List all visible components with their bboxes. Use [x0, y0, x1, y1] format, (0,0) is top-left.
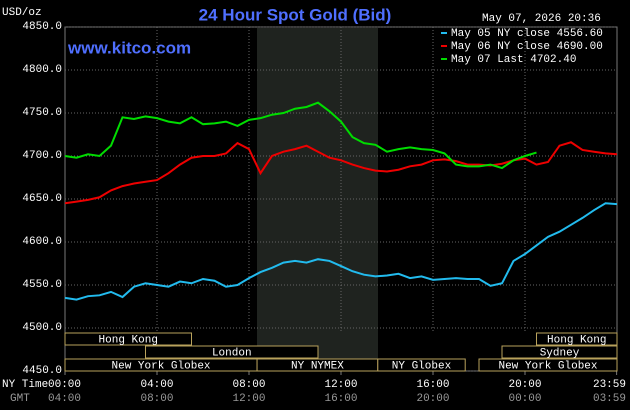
y-tick-label: 4550.0: [22, 279, 62, 291]
session-bar: [145, 345, 319, 359]
x-row-label: NY Time: [2, 379, 48, 391]
session-label: Hong Kong: [99, 334, 158, 346]
gmt-tick-label: 12:00: [232, 393, 265, 405]
session-bar: [536, 332, 618, 346]
session-label: Sydney: [540, 347, 580, 359]
chart-title: 24 Hour Spot Gold (Bid): [199, 5, 392, 24]
y-tick-label: 4850.0: [22, 21, 62, 33]
session-bar: [64, 332, 192, 346]
timestamp: May 07, 2026 20:36: [482, 13, 601, 25]
gmt-tick-label: 20:00: [416, 393, 449, 405]
y-unit: USD/oz: [2, 7, 42, 19]
gmt-tick-label: 16:00: [324, 393, 357, 405]
gmt-tick-label: 08:00: [140, 393, 173, 405]
session-label: New York Globex: [498, 360, 597, 372]
y-tick-label: 4700.0: [22, 150, 62, 162]
y-tick-label: 4500.0: [22, 322, 62, 334]
gmt-tick-label: 03:59: [593, 393, 626, 405]
x-tick-label: 16:00: [416, 379, 449, 391]
x-tick-label: 00:00: [48, 379, 81, 391]
price-line: [64, 202, 618, 301]
gmt-tick-label: 00:00: [508, 393, 541, 405]
y-tick-label: 4450.0: [22, 365, 62, 377]
session-label: London: [212, 347, 252, 359]
x-tick-label: 08:00: [232, 379, 265, 391]
y-tick-label: 4650.0: [22, 193, 62, 205]
session-label: New York Globex: [112, 360, 211, 372]
session-label: NY Globex: [392, 360, 452, 372]
y-tick-label: 4750.0: [22, 107, 62, 119]
price-line: [64, 101, 537, 170]
x-tick-label: 23:59: [593, 379, 626, 391]
price-line: [64, 141, 618, 205]
site-label: www.kitco.com: [67, 38, 191, 57]
session-label: Hong Kong: [547, 334, 606, 346]
y-tick-label: 4600.0: [22, 236, 62, 248]
y-tick-label: 4800.0: [22, 64, 62, 76]
x-tick-label: 20:00: [508, 379, 541, 391]
session-bar: [501, 345, 618, 359]
x-tick-label: 12:00: [324, 379, 357, 391]
session-label: NY NYMEX: [291, 360, 344, 372]
x-tick-label: 04:00: [140, 379, 173, 391]
session-bar: [377, 358, 466, 372]
legend-entry: May 05 NY close 4556.60: [451, 28, 603, 40]
gmt-row-label: GMT: [10, 393, 30, 405]
legend-entry: May 06 NY close 4690.00: [451, 41, 603, 53]
legend-entry: May 07 Last 4702.40: [451, 54, 576, 66]
gmt-tick-label: 04:00: [48, 393, 81, 405]
session-bar: [478, 358, 618, 372]
